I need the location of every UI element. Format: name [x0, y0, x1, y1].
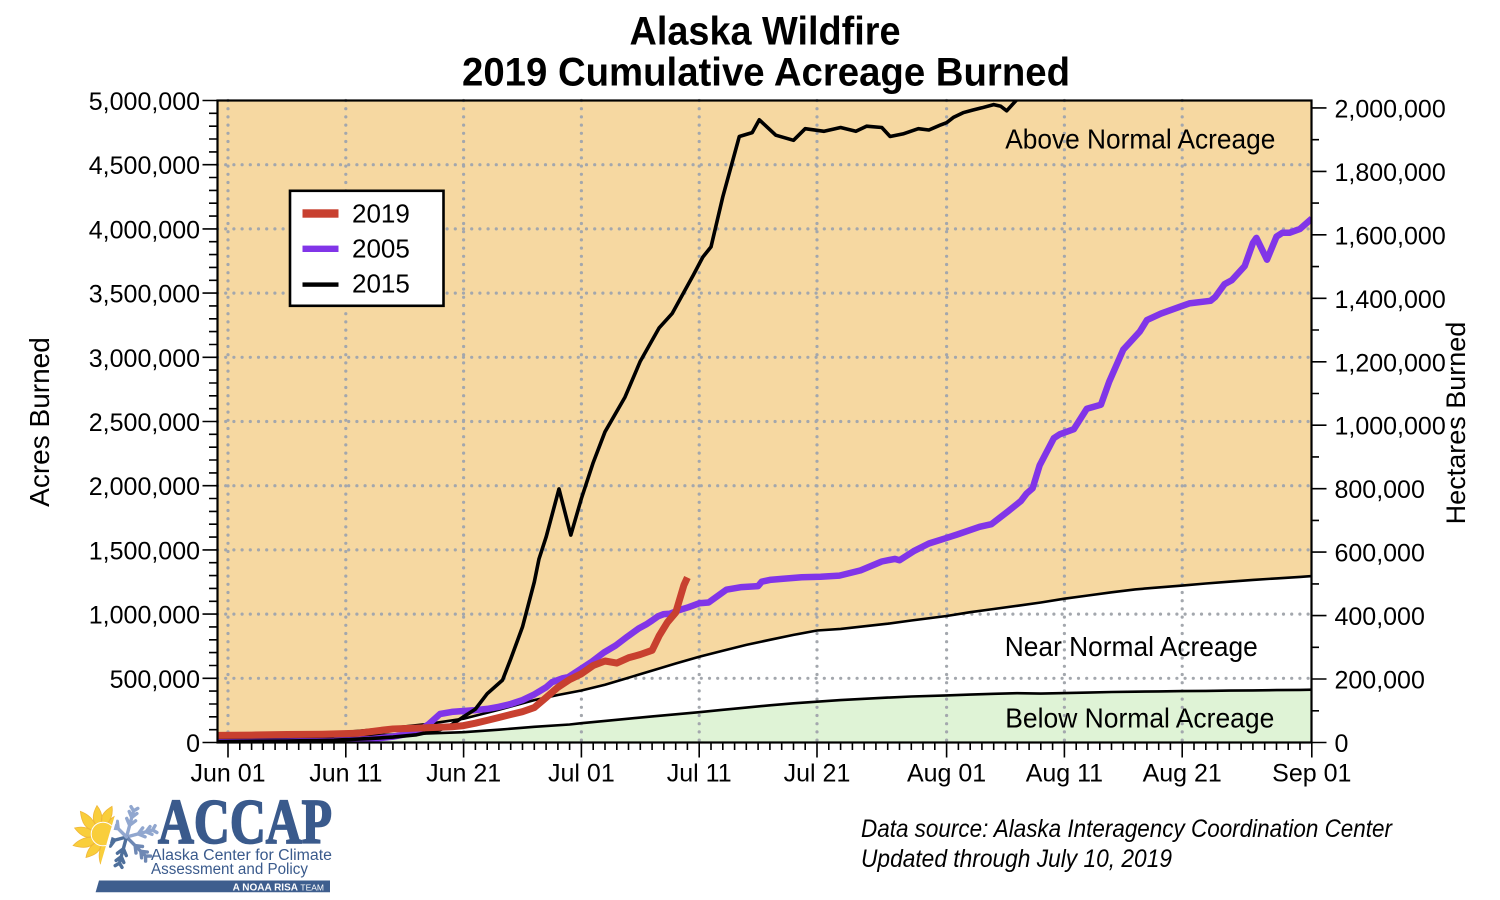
svg-text:Jun 21: Jun 21: [426, 760, 501, 788]
svg-text:200,000: 200,000: [1335, 667, 1425, 695]
svg-text:Aug 01: Aug 01: [907, 760, 986, 788]
svg-text:Jul 01: Jul 01: [548, 760, 615, 788]
svg-text:2015: 2015: [352, 269, 410, 299]
svg-text:Updated through July 10, 2019: Updated through July 10, 2019: [861, 845, 1172, 873]
svg-text:4,000,000: 4,000,000: [89, 216, 200, 244]
svg-text:A NOAA RISA TEAM: A NOAA RISA TEAM: [233, 882, 324, 893]
svg-text:800,000: 800,000: [1335, 476, 1425, 504]
svg-text:3,500,000: 3,500,000: [89, 281, 200, 309]
svg-text:2,000,000: 2,000,000: [1335, 95, 1446, 123]
svg-text:Jun 11: Jun 11: [309, 760, 382, 788]
svg-text:Sep 01: Sep 01: [1272, 760, 1351, 788]
svg-text:500,000: 500,000: [110, 666, 200, 694]
svg-text:1,000,000: 1,000,000: [89, 602, 200, 630]
svg-text:1,600,000: 1,600,000: [1335, 222, 1446, 250]
svg-text:Alaska Wildfire: Alaska Wildfire: [630, 10, 901, 54]
svg-text:600,000: 600,000: [1335, 540, 1425, 568]
svg-text:400,000: 400,000: [1335, 603, 1425, 631]
svg-text:0: 0: [186, 730, 200, 758]
svg-text:4,500,000: 4,500,000: [89, 152, 200, 180]
svg-text:Assessment and Policy: Assessment and Policy: [151, 861, 308, 878]
svg-text:1,000,000: 1,000,000: [1335, 413, 1446, 441]
svg-text:2,000,000: 2,000,000: [89, 473, 200, 501]
svg-text:Aug 11: Aug 11: [1026, 760, 1103, 788]
svg-text:2005: 2005: [352, 234, 410, 264]
svg-text:2,500,000: 2,500,000: [89, 409, 200, 437]
svg-text:1,400,000: 1,400,000: [1335, 286, 1446, 314]
svg-text:1,500,000: 1,500,000: [89, 537, 200, 565]
svg-text:2019 Cumulative Acreage Burned: 2019 Cumulative Acreage Burned: [462, 51, 1070, 95]
svg-text:5,000,000: 5,000,000: [89, 88, 200, 116]
svg-text:Jul 11: Jul 11: [667, 760, 732, 788]
svg-text:ACCAP: ACCAP: [158, 786, 332, 857]
svg-text:Data source: Alaska Interagenc: Data source: Alaska Interagency Coordina…: [861, 815, 1393, 843]
svg-text:Alaska Center for Climate: Alaska Center for Climate: [151, 847, 332, 864]
svg-text:Below Normal Acreage: Below Normal Acreage: [1005, 703, 1274, 734]
svg-text:1,800,000: 1,800,000: [1335, 159, 1446, 187]
svg-text:1,200,000: 1,200,000: [1335, 349, 1446, 377]
svg-text:Near Normal Acreage: Near Normal Acreage: [1005, 631, 1258, 662]
svg-text:3,000,000: 3,000,000: [89, 345, 200, 373]
svg-text:2019: 2019: [352, 199, 410, 229]
svg-text:Hectares Burned: Hectares Burned: [1441, 322, 1471, 525]
svg-text:Acres Burned: Acres Burned: [24, 337, 55, 507]
svg-text:Jun 01: Jun 01: [190, 760, 265, 788]
svg-text:Above Normal Acreage: Above Normal Acreage: [1005, 124, 1275, 155]
svg-text:Jul 21: Jul 21: [784, 760, 851, 788]
svg-text:Aug 21: Aug 21: [1143, 760, 1222, 788]
svg-text:0: 0: [1335, 730, 1349, 758]
